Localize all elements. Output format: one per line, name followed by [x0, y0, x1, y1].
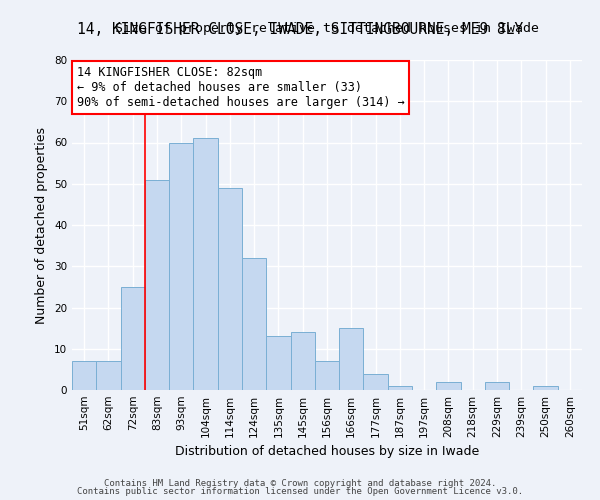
Bar [121, 287, 145, 390]
Bar [169, 142, 193, 390]
Bar [533, 386, 558, 390]
Bar [145, 180, 169, 390]
Bar [364, 374, 388, 390]
Text: Contains public sector information licensed under the Open Government Licence v3: Contains public sector information licen… [77, 487, 523, 496]
Bar [436, 382, 461, 390]
Text: 14 KINGFISHER CLOSE: 82sqm
← 9% of detached houses are smaller (33)
90% of semi-: 14 KINGFISHER CLOSE: 82sqm ← 9% of detac… [77, 66, 404, 109]
Y-axis label: Number of detached properties: Number of detached properties [35, 126, 49, 324]
Bar [485, 382, 509, 390]
Text: Contains HM Land Registry data © Crown copyright and database right 2024.: Contains HM Land Registry data © Crown c… [104, 478, 496, 488]
Bar [290, 332, 315, 390]
Bar [339, 328, 364, 390]
Text: 14, KINGFISHER CLOSE, IWADE, SITTINGBOURNE, ME9 8LY: 14, KINGFISHER CLOSE, IWADE, SITTINGBOUR… [77, 22, 523, 38]
Bar [388, 386, 412, 390]
Bar [72, 361, 96, 390]
Bar [315, 361, 339, 390]
Bar [242, 258, 266, 390]
Bar [266, 336, 290, 390]
Bar [193, 138, 218, 390]
Title: Size of property relative to detached houses in Iwade: Size of property relative to detached ho… [115, 22, 539, 35]
Bar [218, 188, 242, 390]
X-axis label: Distribution of detached houses by size in Iwade: Distribution of detached houses by size … [175, 446, 479, 458]
Bar [96, 361, 121, 390]
